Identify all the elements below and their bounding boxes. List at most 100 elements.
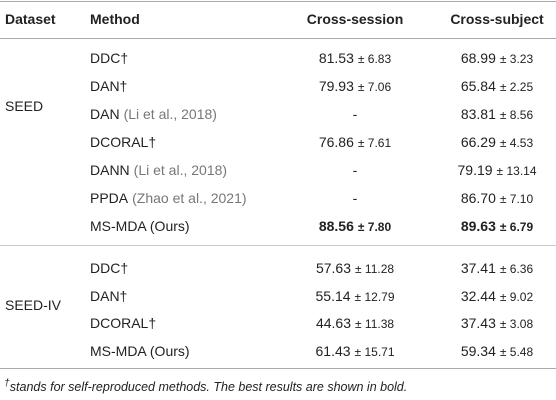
session-cell: -	[353, 106, 358, 122]
method-cell: DAN (Li et al., 2018)	[90, 106, 217, 122]
session-mean: 44.63	[315, 315, 351, 331]
header-method: Method	[90, 11, 140, 27]
session-mean: 79.93	[318, 78, 354, 94]
session-cell: 55.14 ± 12.79	[316, 288, 395, 304]
footnote-text: stands for self-reproduced methods. The …	[9, 380, 408, 395]
session-mean: 61.43	[315, 342, 351, 359]
session-cell: 57.63 ± 11.28	[316, 260, 394, 276]
session-mean: 76.86	[318, 134, 354, 150]
session-sd: ± 6.83	[357, 52, 392, 66]
session-sd: ± 15.71	[354, 344, 395, 359]
method-cell: DAN†	[90, 288, 127, 304]
method-name: PPDA	[90, 190, 129, 206]
session-cell: 44.63 ± 11.38	[316, 315, 394, 331]
subject-cell: 37.41 ± 6.36	[461, 260, 533, 276]
subject-sd: ± 13.14	[496, 164, 537, 178]
method-name: DAN	[90, 106, 120, 122]
session-cell: 79.93 ± 7.06	[319, 78, 391, 94]
session-cell: -	[353, 162, 358, 178]
rule	[0, 1, 556, 2]
subject-sd: ± 5.48	[499, 344, 534, 359]
method-name: DAN†	[90, 78, 128, 94]
subject-mean: 89.63	[460, 218, 496, 234]
session-sd: ± 7.06	[357, 80, 392, 94]
subject-mean: 66.29	[460, 134, 496, 150]
subject-sd: ± 9.02	[499, 289, 534, 304]
method-cell: DANN (Li et al., 2018)	[90, 162, 227, 178]
subject-cell: 86.70 ± 7.10	[461, 190, 533, 206]
method-cell: MS-MDA (Ours)	[90, 218, 190, 234]
subject-mean: 59.34	[460, 342, 496, 359]
subject-cell: 32.44 ± 9.02	[461, 288, 533, 304]
method-name: DAN†	[90, 287, 128, 304]
session-cell: -	[353, 190, 358, 206]
session-cell: 81.53 ± 6.83	[319, 50, 391, 66]
session-cell: 61.43 ± 15.71	[316, 343, 395, 359]
method-name: DDC†	[90, 50, 129, 66]
subject-sd: ± 6.36	[499, 262, 534, 276]
citation: (Li et al., 2018)	[123, 106, 217, 122]
method-name: DANN	[90, 162, 130, 178]
footnote: †stands for self-reproduced methods. The…	[4, 378, 407, 394]
dataset-label: SEED-IV	[5, 297, 62, 313]
subject-cell: 79.19 ± 13.14	[458, 162, 537, 178]
session-mean: 57.63	[315, 260, 351, 276]
footnote-mark: †	[4, 377, 10, 389]
session-mean: 81.53	[318, 50, 354, 66]
citation: (Li et al., 2018)	[133, 162, 228, 178]
subject-sd: ± 2.25	[499, 80, 534, 94]
subject-cell: 59.34 ± 5.48	[461, 343, 533, 359]
session-sd: ± 7.80	[357, 220, 392, 234]
rule	[0, 368, 556, 369]
subject-sd: ± 3.08	[499, 317, 534, 331]
method-name: MS-MDA (Ours)	[90, 218, 190, 234]
subject-mean: 83.81	[460, 106, 496, 122]
rule	[0, 245, 556, 246]
method-cell: PPDA (Zhao et al., 2021)	[90, 190, 247, 206]
session-mean: -	[352, 162, 358, 178]
session-mean: 88.56	[318, 218, 354, 234]
session-cell: 88.56 ± 7.80	[319, 218, 391, 234]
session-sd: ± 11.28	[354, 262, 395, 276]
session-sd: ± 12.79	[354, 289, 395, 304]
subject-cell: 66.29 ± 4.53	[461, 134, 533, 150]
subject-cell: 37.43 ± 3.08	[461, 315, 533, 331]
method-name: DCORAL†	[90, 315, 157, 331]
session-mean: -	[352, 106, 358, 122]
citation: (Zhao et al., 2021)	[132, 190, 247, 206]
subject-cell: 65.84 ± 2.25	[461, 78, 533, 94]
session-mean: 55.14	[315, 287, 351, 304]
header-session: Cross-session	[306, 11, 404, 27]
subject-mean: 65.84	[460, 78, 496, 94]
rule	[0, 38, 556, 39]
subject-mean: 86.70	[460, 190, 496, 206]
subject-sd: ± 3.23	[499, 52, 534, 66]
method-cell: DDC†	[90, 260, 128, 276]
subject-mean: 32.44	[460, 287, 496, 304]
header-subject: Cross-subject	[450, 11, 544, 27]
subject-mean: 68.99	[460, 50, 496, 66]
subject-cell: 89.63 ± 6.79	[461, 218, 533, 234]
subject-sd: ± 4.53	[499, 136, 534, 150]
session-cell: 76.86 ± 7.61	[319, 134, 391, 150]
method-cell: MS-MDA (Ours)	[90, 343, 190, 359]
session-sd: ± 7.61	[357, 136, 392, 150]
subject-sd: ± 8.56	[499, 108, 534, 122]
subject-sd: ± 6.79	[499, 220, 534, 234]
method-name: DDC†	[90, 260, 129, 276]
dataset-label: SEED	[5, 98, 44, 114]
subject-sd: ± 7.10	[499, 192, 534, 206]
subject-mean: 37.41	[460, 260, 496, 276]
method-cell: DCORAL†	[90, 315, 156, 331]
method-name: DCORAL†	[90, 134, 157, 150]
session-sd: ± 11.38	[354, 317, 395, 331]
method-cell: DDC†	[90, 50, 128, 66]
subject-mean: 37.43	[460, 315, 496, 331]
subject-mean: 79.19	[457, 162, 493, 178]
method-name: MS-MDA (Ours)	[90, 342, 190, 359]
subject-cell: 83.81 ± 8.56	[461, 106, 533, 122]
header-dataset: Dataset	[5, 11, 56, 27]
method-cell: DAN†	[90, 78, 127, 94]
session-mean: -	[352, 190, 358, 206]
subject-cell: 68.99 ± 3.23	[461, 50, 533, 66]
